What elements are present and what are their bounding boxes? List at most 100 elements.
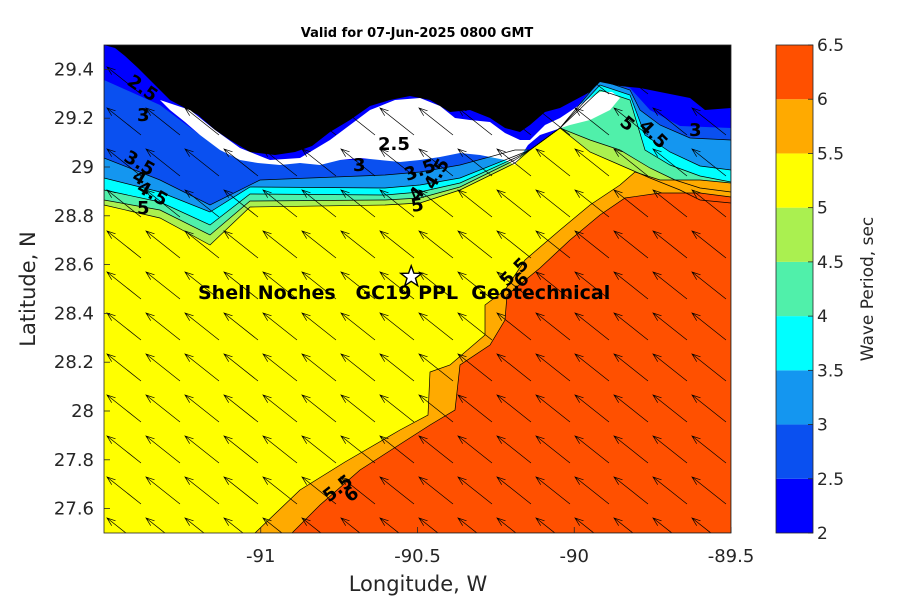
x-axis: -91 -90.5 -90 -89.5 (246, 527, 754, 567)
wave-arrow (223, 435, 259, 464)
wave-arrow (301, 312, 337, 341)
colorbar-tick-label: 5 (817, 199, 828, 219)
wave-arrow (106, 394, 142, 423)
y-tick-label: 29.2 (54, 108, 94, 129)
y-tick-label: 28.2 (54, 352, 94, 373)
colorbar-swatch (776, 316, 813, 371)
y-tick-label: 28.8 (54, 206, 94, 227)
wave-arrow (535, 394, 571, 423)
wave-arrow (301, 230, 337, 259)
wave-arrow (652, 66, 688, 95)
wave-arrow (613, 271, 649, 300)
wave-arrow (145, 66, 181, 95)
y-axis-label: Latitude, N (16, 231, 40, 347)
wave-arrow (340, 476, 376, 505)
colorbar-tick-label: 5.5 (817, 144, 844, 164)
wave-arrow (574, 230, 610, 259)
wave-arrow (379, 394, 415, 423)
contour-line (104, 45, 731, 206)
wave-arrow (418, 435, 454, 464)
colorbar-swatch (776, 99, 813, 154)
wave-arrow (652, 271, 688, 300)
y-tick-label: 28.4 (54, 303, 94, 324)
wave-arrow (145, 107, 181, 136)
x-axis-label: Longitude, W (349, 572, 488, 596)
wave-arrow (184, 312, 220, 341)
colorbar-tick-label: 2.5 (817, 470, 844, 490)
wave-arrow (691, 312, 727, 341)
wave-arrow (145, 271, 181, 300)
wave-arrow (613, 353, 649, 382)
wave-arrow (262, 517, 283, 533)
wave-arrow (106, 189, 142, 218)
wave-arrow (145, 312, 181, 341)
wave-arrow (574, 517, 595, 533)
wave-arrow (106, 271, 142, 300)
land-mass (104, 45, 731, 155)
contour-line (254, 171, 731, 533)
wave-arrow (340, 435, 376, 464)
y-axis: 27.6 27.8 28 28.2 28.4 28.6 28.8 29 29.2 29.4 (54, 59, 110, 520)
wave-arrow (106, 148, 142, 177)
wave-arrow (418, 517, 439, 533)
wave-arrow (652, 189, 688, 218)
wave-arrow (535, 230, 571, 259)
colorbar-swatch (776, 478, 813, 533)
wave-arrow (457, 107, 493, 136)
wave-arrow (496, 107, 532, 136)
wave-arrow (691, 66, 727, 95)
wave-arrow (652, 312, 688, 341)
wave-arrow (379, 107, 415, 136)
wave-arrow (379, 435, 415, 464)
wave-arrow (106, 66, 142, 95)
wave-arrow (262, 271, 298, 300)
wave-arrow (457, 66, 493, 95)
y-tick-label: 28.6 (54, 255, 94, 276)
wave-arrow (535, 107, 571, 136)
plot-area: 2.5 3 3.5 4 4.5 5 2.5 3 3.5 4 4.5 5 5 4.… (104, 45, 731, 533)
wave-arrow (613, 189, 649, 218)
chart-title: Valid for 07-Jun-2025 0800 GMT (301, 26, 534, 41)
wave-arrow (184, 353, 220, 382)
colorbar-border (775, 44, 814, 534)
wave-arrow (418, 66, 454, 95)
wave-arrow (574, 353, 610, 382)
wave-arrow (184, 148, 220, 177)
wave-arrow (574, 189, 610, 218)
wave-arrow (262, 312, 298, 341)
wave-arrow (613, 435, 649, 464)
wave-arrow (691, 476, 727, 505)
colorbar-swatch (776, 153, 813, 208)
x-tick-label: -90 (560, 546, 589, 567)
wave-arrow (223, 476, 259, 505)
wave-arrow (457, 517, 478, 533)
wave-arrow (652, 107, 688, 136)
colorbar-tick-label: 4 (817, 307, 828, 327)
wave-arrow (574, 107, 610, 136)
wave-arrow (340, 271, 376, 300)
wave-arrow (106, 230, 142, 259)
contour-label: 5 (137, 198, 150, 219)
wave-arrow (223, 394, 259, 423)
wave-arrow (145, 189, 181, 218)
wave-arrow (574, 66, 610, 95)
wave-arrow (691, 189, 727, 218)
x-tick-label: -91 (246, 546, 275, 567)
wave-arrow (496, 353, 532, 382)
colorbar-swatch (776, 424, 813, 479)
wave-arrow (223, 312, 259, 341)
wave-arrow (262, 476, 298, 505)
colorbar-tick-label: 4.5 (817, 253, 844, 273)
wave-arrow (145, 148, 181, 177)
wave-arrow (613, 312, 649, 341)
contour-label: 3 (137, 105, 150, 126)
wave-arrow (223, 66, 259, 95)
wave-arrow (379, 148, 415, 177)
wave-arrow (418, 312, 454, 341)
wave-arrow (574, 148, 610, 177)
wave-arrow (535, 476, 571, 505)
wave-arrow (301, 435, 337, 464)
wave-arrow (496, 517, 517, 533)
wave-arrow (613, 66, 649, 95)
